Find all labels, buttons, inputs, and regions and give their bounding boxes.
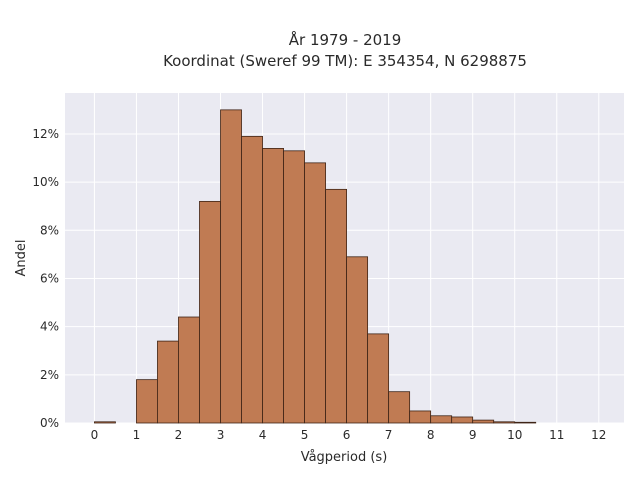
chart-title: År 1979 - 2019 [289, 30, 402, 49]
y-tick-label: 12% [32, 127, 59, 141]
x-axis-ticks: 0 1 2 3 4 5 6 7 8 9 10 11 12 [91, 428, 607, 442]
x-tick-label: 11 [549, 428, 564, 442]
y-axis-ticks: 0% 2% 4% 6% 8% 10% 12% [32, 127, 59, 430]
histogram-bar [199, 200, 221, 424]
histogram-bar [262, 148, 284, 424]
y-tick-label: 0% [40, 416, 59, 430]
y-axis-label: Andel [14, 240, 29, 277]
histogram-bar [325, 188, 348, 424]
chart-subtitle: Koordinat (Sweref 99 TM): E 354354, N 62… [163, 52, 527, 70]
histogram-bar [94, 421, 116, 424]
histogram-bar [430, 415, 453, 424]
x-tick-label: 5 [301, 428, 309, 442]
x-tick-label: 9 [469, 428, 477, 442]
histogram-bar [409, 410, 432, 424]
x-tick-label: 7 [385, 428, 393, 442]
bars [94, 109, 537, 424]
x-tick-label: 0 [91, 428, 99, 442]
histogram-bar [451, 416, 474, 424]
x-tick-label: 4 [259, 428, 267, 442]
y-tick-label: 2% [40, 368, 59, 382]
histogram-bar [472, 419, 495, 424]
x-tick-label: 10 [507, 428, 522, 442]
histogram-bar [283, 150, 305, 424]
y-tick-label: 6% [40, 271, 59, 285]
histogram-bar [157, 340, 179, 424]
histogram-bar [367, 333, 390, 424]
x-tick-label: 12 [591, 428, 606, 442]
histogram-bar [220, 109, 242, 424]
histogram-bar [346, 256, 369, 424]
histogram-bar [241, 135, 263, 424]
histogram-bar [178, 316, 200, 424]
histogram-bar [136, 379, 158, 424]
histogram-bar [514, 421, 537, 424]
x-tick-label: 2 [175, 428, 183, 442]
x-tick-label: 8 [427, 428, 435, 442]
x-axis-label: Vågperiod (s) [301, 450, 388, 465]
y-tick-label: 8% [40, 223, 59, 237]
x-tick-label: 6 [343, 428, 351, 442]
x-tick-label: 1 [133, 428, 141, 442]
histogram-bar [493, 421, 516, 424]
histogram-bar [304, 162, 326, 424]
histogram-bar [388, 391, 411, 424]
y-tick-label: 10% [32, 175, 59, 189]
y-tick-label: 4% [40, 320, 59, 334]
x-tick-label: 3 [217, 428, 225, 442]
